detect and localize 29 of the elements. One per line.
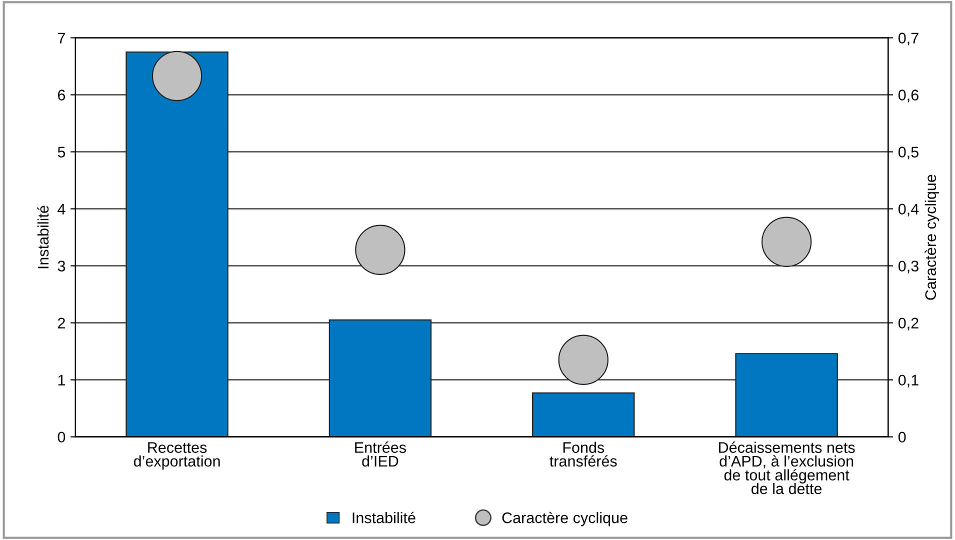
- y-tick-label: 2: [58, 318, 65, 328]
- point: [558, 334, 608, 386]
- point: [355, 224, 406, 275]
- y2-tick-label: 0,5: [898, 146, 918, 160]
- y2-tick-label: 0,4: [898, 204, 919, 216]
- y2-axis-title: Caractère cyclique: [924, 174, 940, 300]
- y-tick-label: 3: [58, 260, 66, 272]
- y2-tick-label: 0,2: [898, 318, 918, 330]
- legend-label: Caractère cyclique: [502, 512, 628, 526]
- y2-tick-label: 0,7: [898, 32, 918, 46]
- bar: [532, 392, 635, 437]
- y-tick-label: 6: [58, 90, 66, 100]
- y-axis-title: Instabilité: [37, 206, 49, 268]
- point: [761, 216, 812, 267]
- y-tick-label: 4: [58, 204, 66, 214]
- x-tick-label: Entrées d’IED: [355, 442, 406, 467]
- x-tick-label: Fonds transférés: [550, 442, 617, 467]
- point: [152, 50, 202, 102]
- y-tick-label: 7: [58, 32, 65, 44]
- x-tick-label: Recettes d’exportation: [134, 442, 220, 470]
- legend-label: Instabilité: [352, 512, 416, 524]
- y-tick-label: 1: [58, 374, 65, 386]
- y-tick-label: 5: [58, 146, 66, 158]
- y2-tick-label: 0,1: [898, 374, 918, 388]
- y-tick-label: 0: [58, 432, 66, 443]
- y2-tick-label: 0,6: [898, 90, 918, 102]
- y2-tick-label: 0,3: [898, 260, 918, 274]
- x-tick-label: Décaissements nets d’APD, à l’exclusion de tout allégement de la dette: [719, 442, 855, 494]
- y2-tick-label: 0: [898, 432, 906, 443]
